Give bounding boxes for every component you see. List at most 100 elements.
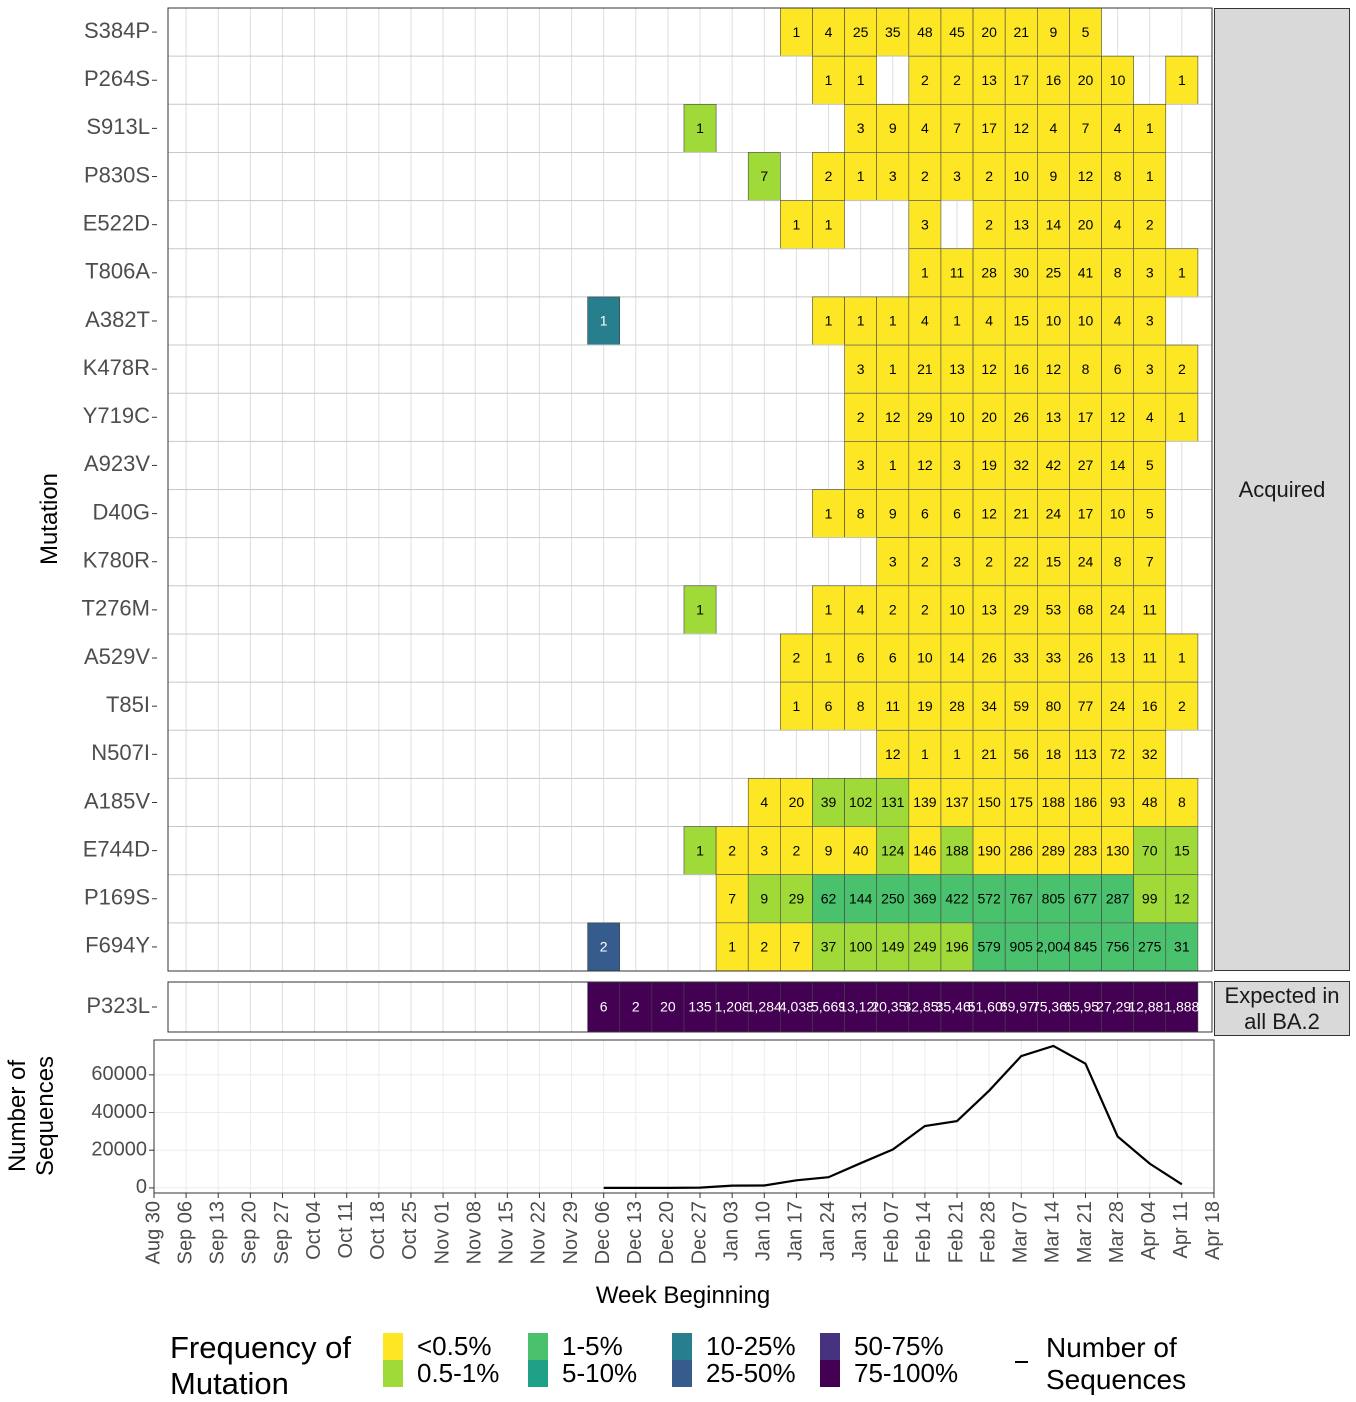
tile — [1037, 585, 1070, 635]
tile-label: 4 — [1114, 120, 1122, 136]
legend-swatch — [820, 1360, 840, 1387]
tile-label: 16 — [1142, 698, 1158, 714]
legend-label: 1-5% — [562, 1331, 623, 1361]
tile-label: 77 — [1078, 698, 1094, 714]
tile — [1004, 200, 1038, 250]
tile-label: 1 — [889, 457, 897, 473]
tile — [908, 152, 942, 201]
tile-label: 4,038 — [779, 999, 814, 1015]
x-tick-label: Nov 15 — [496, 1201, 518, 1264]
x-tick-label: Nov 22 — [528, 1201, 550, 1264]
tile — [1133, 104, 1167, 153]
tile-label: 1 — [793, 216, 801, 232]
tile-label: 62 — [821, 890, 837, 906]
tile-label: 21 — [981, 746, 997, 762]
tile — [1037, 7, 1070, 57]
tile — [812, 152, 845, 201]
tile — [1069, 200, 1102, 250]
tile — [1004, 104, 1038, 153]
tile — [747, 922, 781, 972]
tile — [1101, 296, 1134, 346]
tile — [844, 55, 878, 105]
tile-label: 12 — [1013, 120, 1029, 136]
tile-label: 1 — [825, 72, 833, 88]
tile-label: 30 — [1013, 265, 1029, 281]
tile-label: 1 — [953, 746, 961, 762]
tile — [1133, 729, 1167, 779]
tile — [844, 489, 878, 538]
tile — [1069, 729, 1102, 779]
tile — [1133, 392, 1167, 442]
tile-label: 144 — [849, 890, 873, 906]
tile — [972, 200, 1006, 250]
tile-label: 11 — [1142, 602, 1157, 618]
tile — [780, 981, 813, 1033]
tile — [715, 981, 749, 1033]
tile — [908, 874, 942, 924]
tile-label: 1 — [1178, 650, 1186, 666]
tile — [780, 681, 813, 731]
tile-label: 130 — [1106, 842, 1130, 858]
tile — [940, 7, 974, 57]
tile-label: 905 — [1010, 939, 1034, 955]
tile-label: 3 — [857, 120, 865, 136]
tile-label: 37 — [821, 939, 837, 955]
tile-label: 12 — [885, 409, 901, 425]
tile-label: 2 — [793, 842, 801, 858]
tile-label: 4 — [1049, 120, 1057, 136]
tile — [1133, 874, 1167, 924]
tile — [972, 7, 1006, 57]
tile-label: 10 — [949, 602, 965, 618]
tile-label: 8 — [1114, 553, 1122, 569]
tile — [812, 585, 845, 635]
tile — [1165, 922, 1199, 972]
tile-label: 16 — [1013, 361, 1029, 377]
tile-label: 135 — [688, 999, 712, 1015]
tile-label: 1 — [921, 746, 929, 762]
tile-label: 131 — [881, 794, 905, 810]
tile — [780, 922, 813, 972]
tile — [812, 55, 845, 105]
tile-label: 12 — [1174, 890, 1190, 906]
panel-border — [167, 7, 1213, 972]
tile-label: 10 — [949, 409, 965, 425]
tile — [1037, 296, 1070, 346]
tile-label: 250 — [881, 890, 905, 906]
tile — [1069, 55, 1102, 105]
tile — [972, 248, 1006, 298]
tile-label: 2 — [1146, 216, 1154, 232]
tile — [812, 296, 845, 346]
tile-label: 29 — [1013, 602, 1029, 618]
legend-label: 5-10% — [562, 1358, 637, 1388]
tile — [908, 55, 942, 105]
panel-border — [153, 1039, 1215, 1194]
y-tick-label: A382T — [85, 307, 150, 332]
tile-label: 2 — [857, 409, 865, 425]
tile-label: 5,669 — [811, 999, 846, 1015]
tile — [587, 922, 621, 972]
tile — [1037, 55, 1070, 105]
tile-label: 2 — [728, 842, 736, 858]
tile-label: 4 — [1114, 313, 1122, 329]
strip-label: Expected in all BA.2 — [1214, 981, 1350, 1036]
tile — [1037, 778, 1070, 827]
tile-label: 1 — [1178, 409, 1186, 425]
tile-label: 2 — [921, 553, 929, 569]
x-tick-label: Feb 14 — [913, 1201, 935, 1263]
tile — [876, 296, 910, 346]
tile-label: 51,609 — [968, 999, 1011, 1015]
tile — [972, 104, 1006, 153]
tile — [908, 7, 942, 57]
tile-label: 21 — [1013, 505, 1029, 521]
tile-label: 18 — [1046, 746, 1062, 762]
tile-label: 1 — [825, 216, 833, 232]
tile-label: 28 — [981, 265, 997, 281]
tile-label: 75,365 — [1032, 999, 1075, 1015]
tile-label: 12 — [885, 746, 901, 762]
tile-label: 24 — [1078, 553, 1094, 569]
tile — [972, 344, 1006, 394]
tile-label: 11 — [1142, 650, 1157, 666]
tile-label: 22 — [1013, 553, 1029, 569]
tile-label: 10 — [917, 650, 933, 666]
tile — [1165, 55, 1199, 105]
